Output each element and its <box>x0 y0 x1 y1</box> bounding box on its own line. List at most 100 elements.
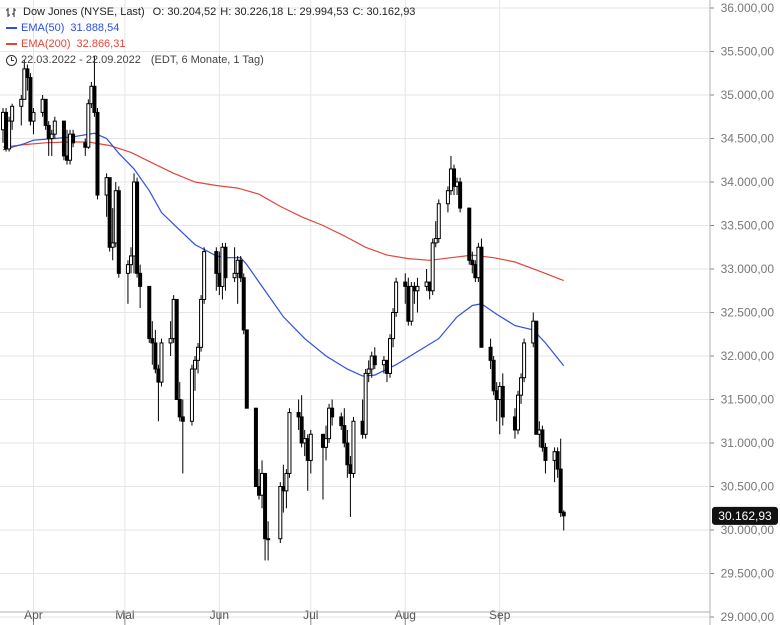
candle-body <box>95 111 100 196</box>
chart-legend: Dow Jones (NYSE, Last) O: 30.204,52 H: 3… <box>6 4 419 68</box>
legend-date-range: 22.03.2022 - 22.09.2022 <box>21 54 141 66</box>
candle-body <box>488 346 493 361</box>
candle-body <box>202 251 207 300</box>
candle-body <box>433 238 438 244</box>
candle-body <box>10 105 15 122</box>
y-tick-label: 33.500,00 <box>721 219 775 233</box>
legend-ema50-row: EMA(50) 31.888,54 <box>6 20 419 36</box>
legend-low: L: 29.994,53 <box>287 6 349 18</box>
legend-instrument: Dow Jones (NYSE, Last) <box>23 6 145 18</box>
candle-body <box>180 416 185 422</box>
y-tick-label: 29.500,00 <box>721 567 775 581</box>
ema200-swatch <box>6 43 17 45</box>
candle-body <box>330 407 335 418</box>
candle-body <box>327 407 332 440</box>
y-tick-label: 30.500,00 <box>721 480 775 494</box>
candle-body <box>43 98 48 126</box>
candle-body <box>177 399 182 418</box>
legend-high: H: 30.226,18 <box>220 6 284 18</box>
candle-body <box>491 359 496 392</box>
candle-body <box>128 255 133 266</box>
candle-body <box>516 394 521 431</box>
candle-body <box>22 68 27 100</box>
last-price-box <box>712 506 778 525</box>
legend-ema200-label: EMA(200) <box>21 38 71 50</box>
candle-body <box>351 420 356 474</box>
candle-body <box>31 111 36 122</box>
x-tick-label: Mai <box>115 608 134 622</box>
candle-body <box>107 177 112 248</box>
candle-body <box>366 368 371 374</box>
y-tick-label: 33.000,00 <box>721 262 775 276</box>
legend-range-info: (EDT, 6 Monate, 1 Tag) <box>150 54 264 66</box>
x-tick-label: Aug <box>395 608 416 622</box>
candle-body <box>189 368 194 422</box>
candle-body <box>296 412 301 418</box>
candle-body <box>232 272 237 279</box>
candle-body <box>138 272 143 287</box>
candle-body <box>135 181 140 274</box>
legend-close: C: 30.162,93 <box>352 6 416 18</box>
candle-body <box>168 338 173 344</box>
candle-body <box>19 98 24 107</box>
candle-body <box>61 120 66 157</box>
y-tick-label: 32.500,00 <box>721 306 775 320</box>
candle-body <box>561 511 566 517</box>
candle-body <box>25 68 30 79</box>
candle-body <box>253 407 258 488</box>
candle-body <box>467 207 472 261</box>
candle-body <box>543 446 548 461</box>
x-tick-label: Sep <box>489 608 511 622</box>
y-tick-label: 32.000,00 <box>721 349 775 363</box>
legend-ohlc-row: Dow Jones (NYSE, Last) O: 30.204,52 H: 3… <box>6 4 419 20</box>
ema200-line <box>2 141 564 282</box>
candle-body <box>196 346 201 361</box>
legend-ema200-value: 32.866,31 <box>76 38 126 50</box>
x-tick-label: Jun <box>210 608 229 622</box>
candle-body <box>110 242 115 248</box>
candle-body <box>500 385 505 418</box>
candle-body <box>372 355 377 366</box>
candle-body <box>558 468 563 514</box>
ema50-swatch <box>6 27 17 29</box>
candle-body <box>479 246 484 348</box>
candle-body <box>299 416 304 444</box>
candle-body <box>153 342 158 370</box>
candle-body <box>345 442 350 466</box>
candle-body <box>46 124 51 139</box>
y-tick-label: 29.000,00 <box>721 610 775 624</box>
last-price-label: 30.162,93 <box>718 509 772 523</box>
candle-body <box>223 246 228 279</box>
candle-body <box>28 77 33 122</box>
candle-body <box>71 133 76 144</box>
candle-body <box>125 264 130 274</box>
legend-ema50-value: 31.888,54 <box>70 22 120 34</box>
candle-body <box>308 433 313 461</box>
candle-body <box>342 425 347 444</box>
candle-body <box>214 251 219 274</box>
legend-open: O: 30.204,52 <box>152 6 217 18</box>
y-tick-label: 30.000,00 <box>721 523 775 537</box>
candle-body <box>174 298 179 401</box>
candle-body <box>363 372 368 435</box>
candle-body <box>284 472 289 492</box>
y-tick-label: 34.500,00 <box>721 132 775 146</box>
candle-body <box>7 120 12 150</box>
candle-body <box>159 342 164 383</box>
candle-body <box>403 281 408 287</box>
candle-body <box>324 438 329 448</box>
candle-body <box>339 416 344 427</box>
candle-body <box>540 429 545 448</box>
candle-body <box>68 133 73 161</box>
x-tick-label: Jul <box>303 608 318 622</box>
candle-body <box>391 312 396 340</box>
candle-body <box>49 133 54 139</box>
legend-ema200-row: EMA(200) 32.866,31 <box>6 36 419 52</box>
candle-body <box>287 412 292 474</box>
y-tick-label: 31.500,00 <box>721 393 775 407</box>
candle-body <box>415 285 420 292</box>
candle-body <box>192 359 197 370</box>
candle-body <box>394 281 399 313</box>
